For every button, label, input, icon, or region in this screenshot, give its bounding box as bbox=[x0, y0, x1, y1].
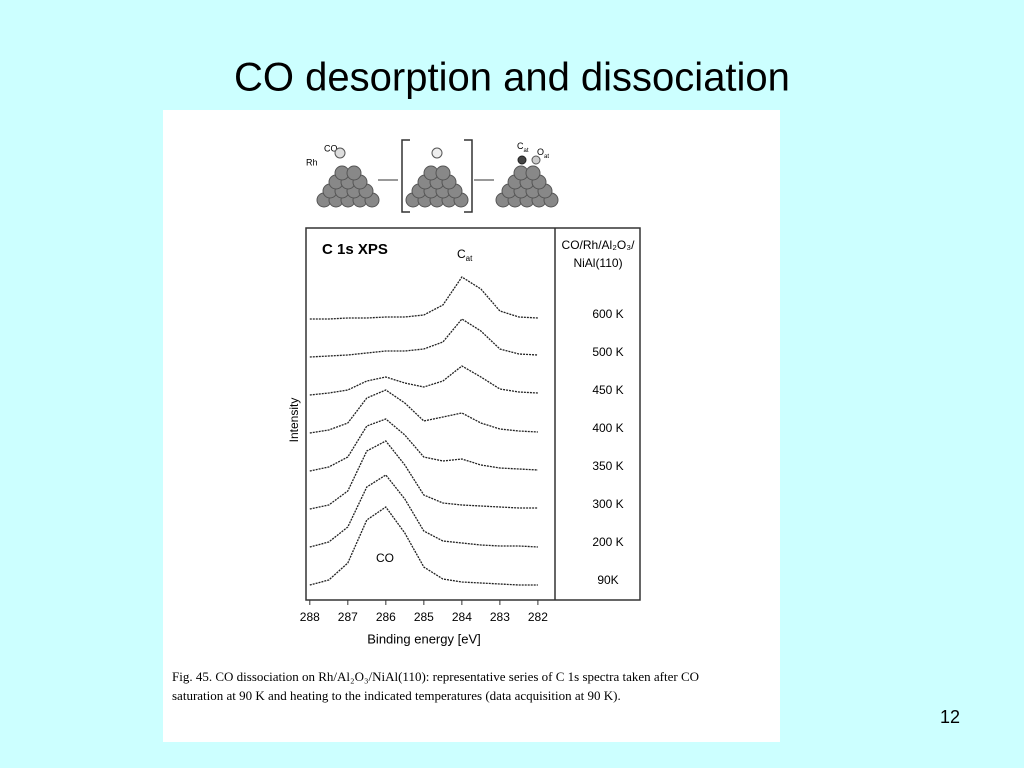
spectrum bbox=[309, 474, 538, 548]
scheme-label: Rh bbox=[306, 157, 318, 167]
spectrum bbox=[309, 365, 538, 396]
x-tick-label: 282 bbox=[528, 610, 548, 624]
figure bbox=[163, 110, 780, 742]
peak-label: Cat bbox=[457, 247, 473, 263]
molecule bbox=[517, 155, 527, 165]
legend-label: 400 K bbox=[592, 421, 623, 435]
plot-frame bbox=[305, 227, 641, 601]
atom bbox=[435, 165, 451, 181]
legend-label: 350 K bbox=[592, 459, 623, 473]
molecule bbox=[531, 155, 541, 165]
x-tick-label: 288 bbox=[300, 610, 320, 624]
spectrum bbox=[309, 506, 538, 586]
x-tick-label: 283 bbox=[490, 610, 510, 624]
x-tick-label: 284 bbox=[452, 610, 472, 624]
atom bbox=[525, 165, 541, 181]
y-axis-label: Intensity bbox=[287, 398, 301, 443]
spectrum bbox=[309, 276, 538, 320]
scheme-label: Cat bbox=[517, 141, 529, 153]
legend-label: 600 K bbox=[592, 307, 623, 321]
page-number: 12 bbox=[940, 707, 960, 727]
legend-label: 90K bbox=[597, 573, 618, 587]
spectrum bbox=[309, 440, 538, 510]
x-tick-label: 287 bbox=[338, 610, 358, 624]
legend-label: 450 K bbox=[592, 383, 623, 397]
legend-label: 300 K bbox=[592, 497, 623, 511]
legend-label: 200 K bbox=[592, 535, 623, 549]
atom bbox=[346, 165, 362, 181]
caption: Fig. 45. CO dissociation on Rh/Al₂O₃/NiA… bbox=[172, 669, 699, 684]
slide-title: CO desorption and dissociation bbox=[234, 56, 790, 100]
spectrum bbox=[309, 318, 538, 358]
peak-label: CO bbox=[376, 551, 394, 565]
molecule bbox=[431, 147, 443, 159]
chart-title: C 1s XPS bbox=[322, 241, 388, 258]
scheme: CO Rh Cat Oat bbox=[306, 139, 559, 213]
molecule bbox=[334, 147, 346, 159]
scheme-label: CO bbox=[324, 143, 338, 153]
caption: saturation at 90 K and heating to the in… bbox=[172, 688, 621, 703]
x-tick-label: 285 bbox=[414, 610, 434, 624]
bracket bbox=[401, 139, 473, 213]
x-axis-label: Binding energy [eV] bbox=[367, 631, 480, 646]
spectrum bbox=[309, 389, 538, 434]
legend-title: NiAl(110) bbox=[573, 256, 622, 270]
legend-label: 500 K bbox=[592, 345, 623, 359]
scheme-label: Oat bbox=[537, 147, 549, 159]
legend-title: CO/Rh/Al₂O₃/ bbox=[562, 238, 636, 252]
spectrum bbox=[309, 418, 538, 472]
x-tick-label: 286 bbox=[376, 610, 396, 624]
